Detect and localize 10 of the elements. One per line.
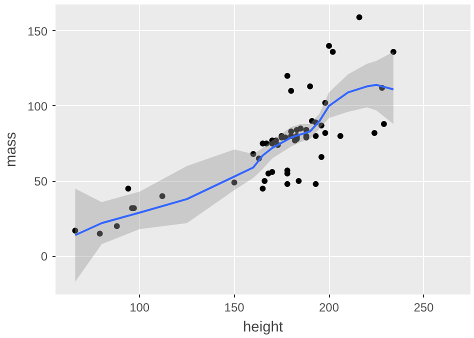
y-tick-label: 50 (34, 174, 48, 189)
y-tick-label: 150 (27, 24, 48, 38)
y-tick-label: 0 (40, 250, 48, 264)
x-tick-label: 250 (414, 300, 434, 314)
y-axis-title: mass (3, 132, 20, 168)
y-tick-label: 100 (27, 99, 48, 114)
x-tick-label: 100 (130, 300, 150, 314)
x-axis-title: height (243, 320, 283, 336)
x-tick-label: 200 (319, 300, 340, 314)
x-tick-label: 150 (224, 300, 245, 314)
